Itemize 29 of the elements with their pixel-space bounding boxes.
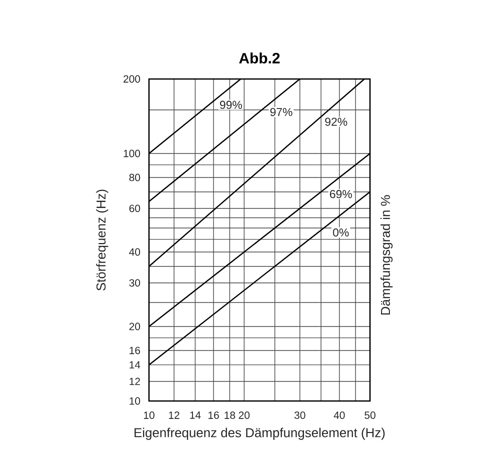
y-tick-label: 100	[124, 150, 140, 158]
series-label: 97%	[270, 108, 292, 116]
series-label: 0%	[333, 228, 349, 237]
x-tick-label: 14	[190, 412, 201, 419]
y-tick-label: 30	[129, 279, 140, 287]
series-label: 69%	[330, 190, 352, 198]
x-tick-label: 12	[169, 412, 180, 419]
x-tick-label: 10	[144, 412, 154, 419]
series-label: 92%	[325, 118, 348, 126]
y-tick-label: 40	[129, 248, 140, 256]
x-tick-label: 18	[224, 412, 236, 419]
x-tick-label: 20	[238, 412, 250, 419]
y-tick-label: 200	[124, 75, 140, 83]
y-axis-title: Störfrequenz (Hz)	[96, 190, 108, 291]
series-label: 99%	[220, 100, 242, 109]
y-tick-label: 60	[129, 204, 140, 212]
y-tick-label: 20	[129, 322, 140, 330]
y-tick-label: 16	[130, 346, 140, 354]
x-axis-title: Eigenfrequenz des Dämpfungselement (Hz)	[134, 428, 385, 440]
x-tick-label: 40	[334, 412, 345, 419]
x-tick-label: 50	[364, 412, 376, 419]
y-tick-label: 12	[130, 378, 140, 386]
y-tick-label: 14	[130, 361, 140, 368]
text: Dämpfungsgrad in %	[380, 195, 393, 315]
x-tick-label: 16	[208, 412, 219, 419]
y-tick-label: 10	[130, 397, 140, 405]
y-tick-label: 80	[129, 174, 140, 182]
x-tick-label: 30	[294, 412, 306, 419]
chart-title: Abb.2	[239, 52, 280, 64]
